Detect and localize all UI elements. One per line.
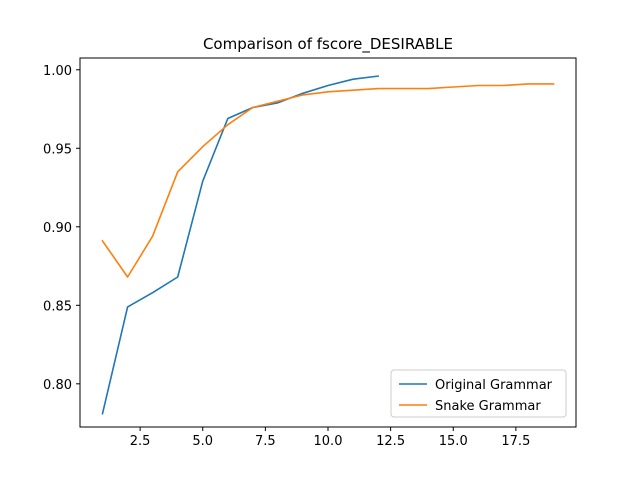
legend: Original Grammar Snake Grammar	[390, 369, 567, 418]
y-axis: 0.80 0.85 0.90 0.95 1.00	[43, 64, 80, 393]
y-tick-label: 0.85	[43, 299, 72, 314]
y-tick-label: 0.95	[43, 142, 72, 157]
x-axis: 2.5 5.0 7.5 10.0 12.5 15.0 17.5	[130, 427, 530, 449]
legend-label-original-grammar: Original Grammar	[435, 378, 553, 393]
series-line-original-grammar	[101, 75, 379, 415]
y-tick-label: 0.90	[43, 221, 72, 236]
y-tick-label: 1.00	[43, 64, 72, 79]
x-tick-label: 5.0	[192, 434, 213, 449]
chart-title: Comparison of fscore_DESIRABLE	[203, 35, 453, 54]
x-tick-label: 7.5	[255, 434, 276, 449]
legend-label-snake-grammar: Snake Grammar	[435, 399, 541, 414]
x-tick-label: 12.5	[376, 434, 405, 449]
x-tick-label: 10.0	[314, 434, 343, 449]
x-tick-label: 15.0	[439, 434, 468, 449]
series-layer	[101, 75, 555, 415]
x-tick-label: 17.5	[501, 434, 530, 449]
x-tick-label: 2.5	[130, 434, 151, 449]
legend-box	[390, 369, 567, 418]
series-line-snake-grammar	[101, 83, 555, 278]
y-tick-label: 0.80	[43, 378, 72, 393]
